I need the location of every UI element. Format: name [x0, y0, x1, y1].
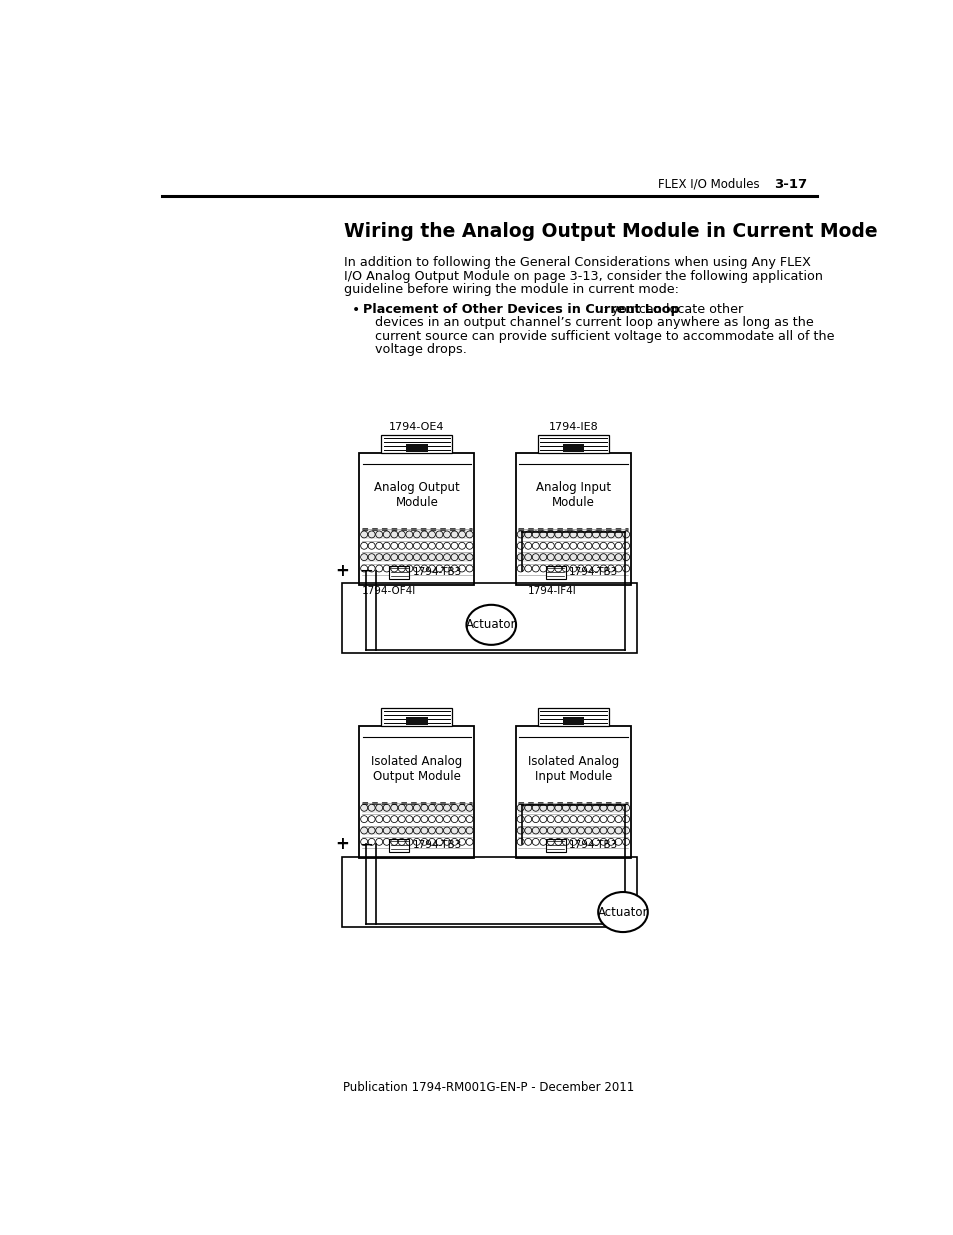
Text: 1794-TB3: 1794-TB3 [412, 841, 461, 851]
Text: Publication 1794-RM001G-EN-P - December 2011: Publication 1794-RM001G-EN-P - December … [343, 1081, 634, 1094]
Text: −: − [359, 835, 373, 853]
Bar [516, 453, 630, 585]
Bar [406, 443, 427, 452]
Ellipse shape [598, 892, 647, 932]
Bar [517, 803, 628, 813]
Bar [516, 726, 630, 858]
Bar [517, 552, 628, 562]
Bar [517, 563, 628, 573]
Text: FLEX I/O Modules: FLEX I/O Modules [658, 178, 759, 191]
Text: voltage drops.: voltage drops. [375, 342, 466, 356]
Bar [361, 803, 472, 813]
Text: 1794-OE4: 1794-OE4 [389, 422, 444, 432]
Bar [361, 814, 472, 824]
Text: 1794-IE8: 1794-IE8 [548, 422, 598, 432]
Bar [545, 839, 565, 852]
Text: •: • [352, 303, 359, 317]
Bar [562, 443, 583, 452]
Text: Isolated Analog
Output Module: Isolated Analog Output Module [371, 755, 462, 783]
Text: Placement of Other Devices in Current Loop: Placement of Other Devices in Current Lo… [362, 304, 679, 316]
Text: 1794-IF4I: 1794-IF4I [527, 585, 576, 597]
Bar [406, 718, 427, 725]
Bar [361, 563, 472, 573]
Bar [545, 566, 565, 579]
Text: Analog Output
Module: Analog Output Module [374, 482, 459, 509]
Text: 1794-TB3: 1794-TB3 [412, 567, 461, 577]
Text: Wiring the Analog Output Module in Current Mode: Wiring the Analog Output Module in Curre… [344, 222, 877, 241]
Bar [361, 530, 472, 540]
Bar [537, 708, 608, 726]
Text: 1794-TB3: 1794-TB3 [569, 841, 618, 851]
Bar [361, 825, 472, 835]
Text: Analog Input
Module: Analog Input Module [536, 482, 610, 509]
Text: +: + [335, 562, 349, 580]
Bar [537, 435, 608, 453]
Bar [389, 839, 409, 852]
Text: Actuator: Actuator [598, 905, 648, 919]
Text: 1794-TB3: 1794-TB3 [569, 567, 618, 577]
Bar [361, 541, 472, 551]
Text: −: − [359, 562, 373, 580]
Bar [517, 825, 628, 835]
Bar [361, 552, 472, 562]
Bar [562, 718, 583, 725]
Text: +: + [335, 835, 349, 853]
Text: In addition to following the General Considerations when using Any FLEX: In addition to following the General Con… [344, 256, 810, 269]
Ellipse shape [466, 605, 516, 645]
Bar [381, 435, 452, 453]
Text: devices in an output channel’s current loop anywhere as long as the: devices in an output channel’s current l… [375, 316, 813, 330]
Bar [359, 453, 474, 585]
Bar [342, 583, 637, 653]
Bar [517, 814, 628, 824]
Text: I/O Analog Output Module on page 3-13, consider the following application: I/O Analog Output Module on page 3-13, c… [344, 269, 822, 283]
Bar [517, 837, 628, 847]
Bar [361, 837, 472, 847]
Text: 3-17: 3-17 [773, 178, 806, 191]
Bar [517, 541, 628, 551]
Bar [359, 726, 474, 858]
Bar [389, 566, 409, 579]
Text: Actuator: Actuator [465, 619, 516, 631]
Text: : you can locate other: : you can locate other [602, 304, 742, 316]
Text: Isolated Analog
Input Module: Isolated Analog Input Module [527, 755, 618, 783]
Bar [517, 530, 628, 540]
Text: 1794-OF4I: 1794-OF4I [361, 585, 416, 597]
Bar [381, 708, 452, 726]
Text: current source can provide sufficient voltage to accommodate all of the: current source can provide sufficient vo… [375, 330, 834, 342]
Bar [342, 857, 637, 926]
Text: guideline before wiring the module in current mode:: guideline before wiring the module in cu… [344, 283, 679, 296]
